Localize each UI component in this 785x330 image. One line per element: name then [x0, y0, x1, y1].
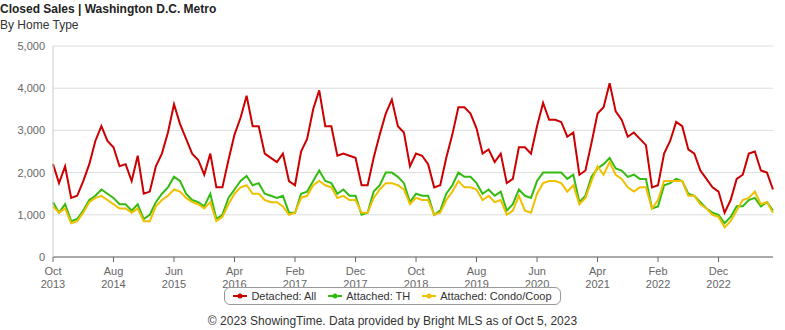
- svg-text:2,000: 2,000: [17, 167, 45, 179]
- svg-text:Jun2015: Jun2015: [162, 265, 186, 290]
- svg-text:1,000: 1,000: [17, 209, 45, 221]
- html-text:Oct: Oct: [407, 264, 425, 277]
- svg-text:Oct2013: Oct2013: [41, 265, 65, 290]
- html-text:Closed Sales | Washington D.C.: Closed Sales | Washington D.C. Metro: [0, 2, 217, 16]
- svg-text:Aug2014: Aug2014: [101, 265, 125, 290]
- html-text:Detached: All: Detached: All: [251, 290, 317, 302]
- html-text:2019: 2019: [464, 278, 489, 291]
- svg-text:5,000: 5,000: [17, 40, 45, 52]
- html-text:2017: 2017: [343, 278, 368, 291]
- html-text:By Home Type: By Home Type: [0, 18, 79, 32]
- html-text:2017: 2017: [282, 278, 308, 291]
- html-text:Attached: Condo/Coop: Attached: Condo/Coop: [440, 290, 552, 302]
- html-text:Dec: Dec: [345, 264, 366, 277]
- svg-text:0: 0: [39, 251, 45, 263]
- html-text:2018: 2018: [403, 278, 429, 291]
- svg-text:Dec2022: Dec2022: [706, 265, 730, 290]
- svg-text:3,000: 3,000: [17, 124, 45, 136]
- html-text:Feb: Feb: [285, 264, 305, 277]
- html-text:© 2023 ShowingTime. Data provi: © 2023 ShowingTime. Data provided by Bri…: [207, 314, 578, 328]
- html-text:2020: 2020: [524, 278, 550, 291]
- html-text:Apr: Apr: [226, 264, 244, 277]
- svg-text:Feb2022: Feb2022: [646, 265, 670, 290]
- html-text:2016: 2016: [222, 278, 247, 291]
- svg-text:4,000: 4,000: [17, 82, 45, 94]
- svg-text:Apr2021: Apr2021: [585, 265, 609, 290]
- html-text:Attached: TH: Attached: TH: [346, 290, 411, 302]
- html-text:Jun: Jun: [528, 264, 546, 277]
- html-text:Aug: Aug: [466, 264, 487, 277]
